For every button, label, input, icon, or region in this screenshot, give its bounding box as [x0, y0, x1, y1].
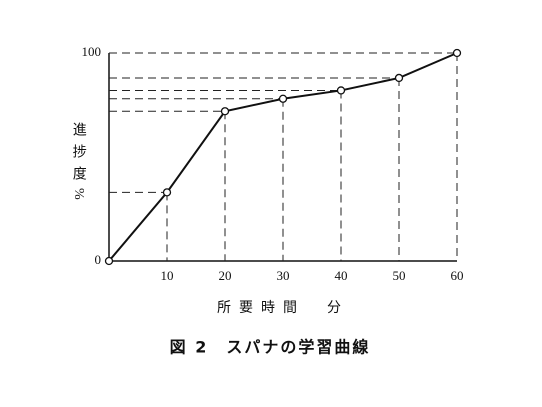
x-tick-label: 20 — [219, 268, 232, 283]
chart-title: 図 2 スパナの学習曲線 — [170, 338, 371, 357]
data-point — [452, 48, 462, 58]
x-tick-label: 30 — [277, 268, 290, 283]
data-point — [162, 188, 172, 197]
data-point — [394, 73, 404, 83]
y-tick-label: 100 — [82, 44, 102, 59]
data-point — [278, 94, 288, 103]
data-point — [104, 256, 114, 266]
y-axis-label: 進捗度% — [71, 122, 87, 208]
x-tick-label: 60 — [451, 268, 464, 283]
data-point — [220, 107, 230, 116]
x-axis-label: 所要時間 分 — [217, 300, 349, 316]
x-tick-label: 40 — [335, 268, 348, 283]
y-tick-label: 0 — [95, 252, 102, 267]
data-point — [336, 86, 346, 95]
x-tick-label: 10 — [161, 268, 174, 283]
x-tick-label: 50 — [393, 268, 406, 283]
